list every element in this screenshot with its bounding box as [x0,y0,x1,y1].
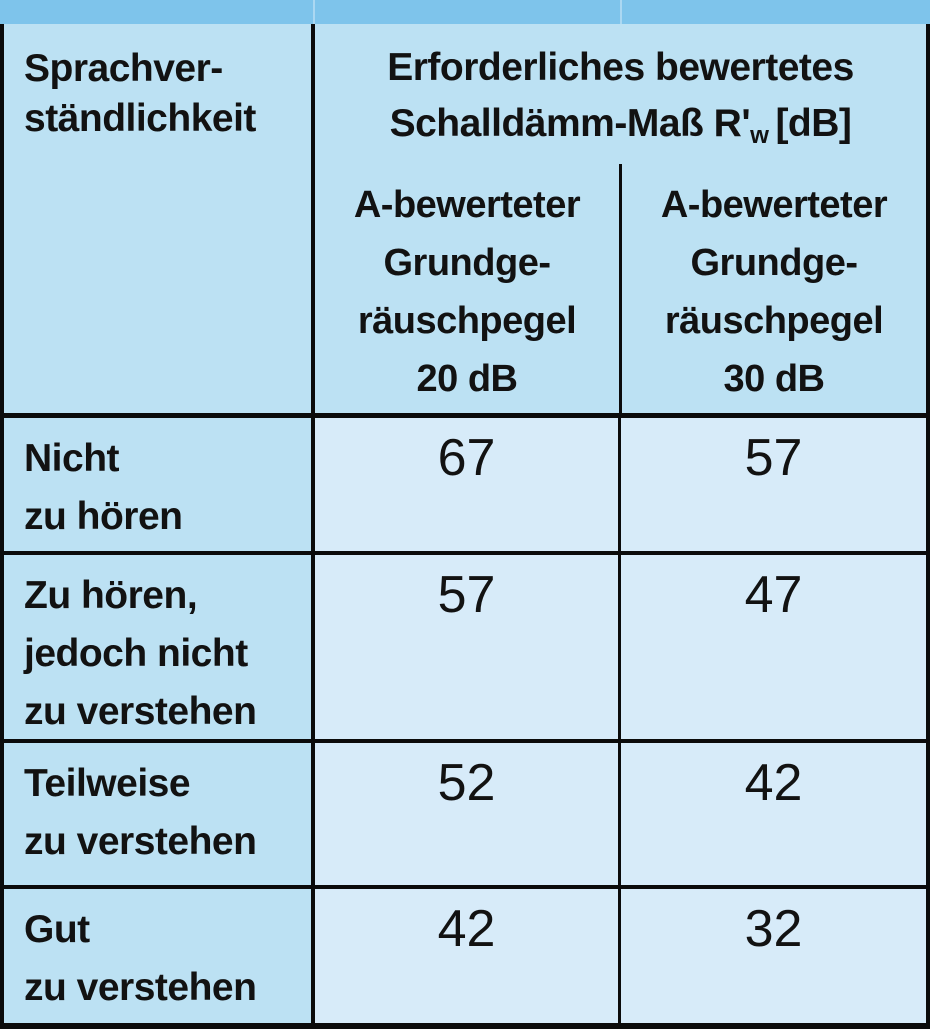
header-sound-insulation-group: Erforderliches bewertetes Schalldämm-Maß… [315,24,926,413]
column-divider [618,889,621,1023]
value-cell: 32 [621,889,926,1023]
formula-subscript: w [750,121,769,149]
value-cell: 47 [621,555,926,739]
value-cell: 67 [315,418,618,551]
table-header-row: Sprachver- ständlichkeit Erforderliches … [4,24,926,413]
row-label-line: zu verstehen [24,966,257,1009]
header-formula-unit: [dB] [775,102,852,145]
band-column-separator [313,0,315,24]
header-line: Sprachver- [24,47,223,90]
row-label-line: zu verstehen [24,690,257,733]
value-cell: 57 [621,418,926,551]
row-label-line: Teilweise [24,762,191,805]
header-formula-prefix: Schalldämm-Maß R' [389,102,751,145]
column-divider [619,164,622,413]
header-speech-intelligibility: Sprachver- ständlichkeit [4,24,315,413]
subheader-line: Grundge- [690,242,858,284]
row-label: Gut zu verstehen [4,889,315,1023]
row-label: Zu hören, jedoch nicht zu verstehen [4,555,315,739]
row-label-line: jedoch nicht [24,632,248,675]
table-row: Gut zu verstehen 42 32 [4,885,926,1023]
subheader-row: A-bewerteter Grundge- räuschpegel 20 dB … [315,164,926,413]
column-divider [618,743,621,885]
subheader-line: A-bewerteter [660,184,888,226]
subheader-line: 20 dB [416,358,518,400]
value-cell: 42 [315,889,618,1023]
subheader-line: Grundge- [383,242,551,284]
value-cell: 57 [315,555,618,739]
band-column-separator [620,0,622,24]
value-cell: 42 [621,743,926,885]
row-label-line: Nicht [24,437,120,480]
column-divider [618,418,621,551]
subheader-noise-level-20db: A-bewerteter Grundge- räuschpegel 20 dB [315,164,619,413]
row-label-line: Zu hören, [24,574,198,617]
subheader-line: A-bewerteter [353,184,581,226]
top-color-band [0,0,930,24]
row-label-line: zu verstehen [24,820,257,863]
header-required-insulation: Erforderliches bewertetes Schalldämm-Maß… [315,24,926,164]
header-line: Schalldämm-Maß R'w [dB] [315,96,926,164]
row-label-line: zu hören [24,495,183,538]
table-row: Nicht zu hören 67 57 [4,413,926,551]
header-line: Erforderliches bewertetes [387,46,854,89]
data-table: Sprachver- ständlichkeit Erforderliches … [0,24,930,1029]
table-row: Teilweise zu verstehen 52 42 [4,739,926,885]
row-label: Teilweise zu verstehen [4,743,315,885]
subheader-line: 30 dB [723,358,825,400]
value-cell: 52 [315,743,618,885]
row-label-line: Gut [24,908,90,951]
subheader-line: räuschpegel [664,300,884,342]
column-divider [618,555,621,739]
subheader-noise-level-30db: A-bewerteter Grundge- räuschpegel 30 dB [622,164,926,413]
table-row: Zu hören, jedoch nicht zu verstehen 57 4… [4,551,926,739]
subheader-line: räuschpegel [357,300,577,342]
row-label: Nicht zu hören [4,418,315,551]
header-line: ständlichkeit [24,97,256,140]
